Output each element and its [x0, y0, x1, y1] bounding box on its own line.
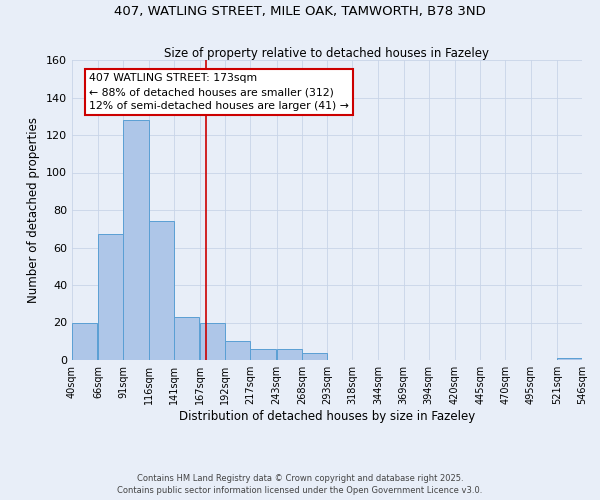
- X-axis label: Distribution of detached houses by size in Fazeley: Distribution of detached houses by size …: [179, 410, 475, 423]
- Bar: [174, 317, 199, 360]
- Y-axis label: Number of detached properties: Number of detached properties: [28, 117, 40, 303]
- Bar: [250, 349, 275, 360]
- Bar: [149, 221, 174, 360]
- Bar: [124, 120, 149, 360]
- Bar: [557, 358, 582, 360]
- Bar: [302, 352, 327, 360]
- Bar: [72, 322, 97, 360]
- Bar: [200, 322, 225, 360]
- Text: Contains HM Land Registry data © Crown copyright and database right 2025.
Contai: Contains HM Land Registry data © Crown c…: [118, 474, 482, 495]
- Text: 407, WATLING STREET, MILE OAK, TAMWORTH, B78 3ND: 407, WATLING STREET, MILE OAK, TAMWORTH,…: [114, 5, 486, 18]
- Text: 407 WATLING STREET: 173sqm
← 88% of detached houses are smaller (312)
12% of sem: 407 WATLING STREET: 173sqm ← 88% of deta…: [89, 73, 349, 111]
- Title: Size of property relative to detached houses in Fazeley: Size of property relative to detached ho…: [164, 47, 490, 60]
- Bar: [98, 234, 124, 360]
- Bar: [277, 349, 302, 360]
- Bar: [225, 341, 250, 360]
